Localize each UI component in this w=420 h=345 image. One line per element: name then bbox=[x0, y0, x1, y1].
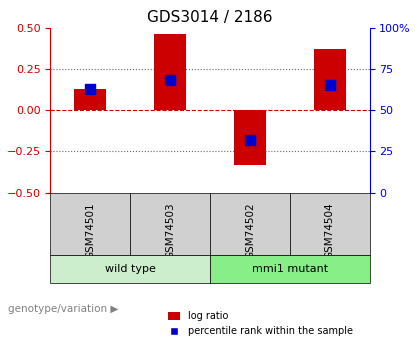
Text: GSM74502: GSM74502 bbox=[245, 202, 255, 258]
Text: GSM74504: GSM74504 bbox=[325, 202, 335, 258]
FancyBboxPatch shape bbox=[290, 193, 370, 255]
Text: mmi1 mutant: mmi1 mutant bbox=[252, 264, 328, 274]
Text: GSM74503: GSM74503 bbox=[165, 202, 175, 258]
Point bbox=[247, 137, 253, 142]
Text: genotype/variation ▶: genotype/variation ▶ bbox=[8, 304, 119, 314]
Legend: log ratio, percentile rank within the sample: log ratio, percentile rank within the sa… bbox=[164, 307, 357, 340]
FancyBboxPatch shape bbox=[210, 255, 370, 283]
Text: GSM74501: GSM74501 bbox=[85, 202, 95, 258]
Bar bbox=[314, 49, 346, 110]
Text: wild type: wild type bbox=[105, 264, 156, 274]
Bar bbox=[234, 110, 266, 165]
FancyBboxPatch shape bbox=[50, 255, 210, 283]
Point bbox=[326, 82, 333, 88]
FancyBboxPatch shape bbox=[50, 193, 130, 255]
Bar bbox=[74, 89, 106, 110]
Title: GDS3014 / 2186: GDS3014 / 2186 bbox=[147, 10, 273, 25]
FancyBboxPatch shape bbox=[210, 193, 290, 255]
Point bbox=[87, 86, 94, 91]
FancyBboxPatch shape bbox=[130, 193, 210, 255]
Point bbox=[167, 78, 173, 83]
Bar bbox=[154, 34, 186, 110]
